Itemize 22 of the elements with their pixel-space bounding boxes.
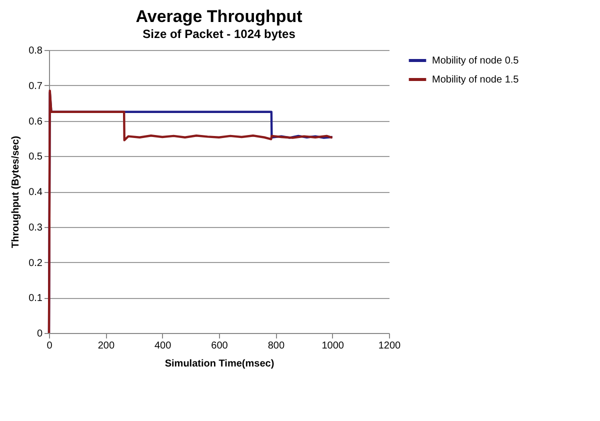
y-tick-label: 0.6 bbox=[28, 116, 43, 128]
y-tick-label: 0.3 bbox=[28, 222, 43, 234]
y-axis-title: Throughput (Bytes/sec) bbox=[10, 136, 22, 248]
x-tick-label: 1200 bbox=[378, 340, 402, 352]
x-tick-label: 400 bbox=[154, 340, 172, 352]
y-tick-label: 0.1 bbox=[28, 293, 43, 304]
x-tick-label: 200 bbox=[98, 340, 115, 352]
chart-subtitle: Size of Packet - 1024 bytes bbox=[142, 27, 296, 41]
y-tick-label: 0.8 bbox=[28, 46, 43, 56]
x-tick-label: 0 bbox=[46, 340, 53, 352]
y-tick-label: 0.5 bbox=[28, 152, 43, 163]
y-tick-label: 0 bbox=[36, 328, 43, 340]
y-tick-label: 0.2 bbox=[28, 258, 43, 269]
legend-label: Mobility of node 1.5 bbox=[432, 74, 520, 86]
x-tick-label: 1000 bbox=[322, 340, 344, 352]
x-axis-title: Simulation Time(msec) bbox=[164, 358, 274, 370]
y-tick-label: 0.7 bbox=[28, 80, 43, 92]
x-tick-label: 800 bbox=[268, 340, 285, 352]
y-tick-label: 0.4 bbox=[28, 187, 43, 198]
chart-title: Average Throughput bbox=[136, 7, 303, 26]
x-tick-label: 600 bbox=[211, 340, 228, 352]
legend-label: Mobility of node 0.5 bbox=[432, 56, 520, 66]
